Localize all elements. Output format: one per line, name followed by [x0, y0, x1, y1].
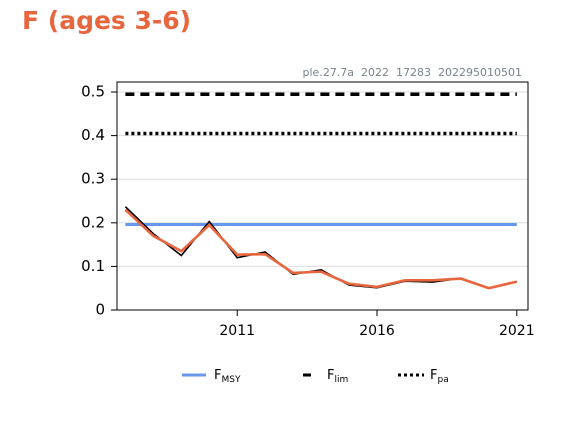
legend-item: FMSY — [182, 368, 241, 385]
legend-label-main: F — [327, 368, 334, 383]
x-tick-label: 2016 — [359, 323, 395, 339]
x-tick-label: 2021 — [499, 323, 535, 339]
legend-label-main: F — [214, 368, 221, 383]
legend-label: FMSY — [214, 368, 241, 385]
legend-label-sub: MSY — [221, 375, 240, 385]
y-tick-label: 0.5 — [81, 83, 105, 101]
y-tick-label: 0.3 — [81, 170, 105, 188]
legend-label-sub: pa — [437, 375, 448, 385]
legend-label: Fpa — [430, 368, 449, 385]
x-tick-label: 2011 — [219, 323, 255, 339]
legend-item: Flim — [303, 368, 348, 385]
legend-label-main: F — [430, 368, 437, 383]
y-tick-label: 0.1 — [81, 257, 105, 275]
legend-item: Fpa — [398, 368, 449, 385]
data-line — [124, 208, 518, 290]
chart-title: F (ages 3-6) — [22, 6, 191, 35]
y-tick-label: 0.2 — [81, 213, 105, 231]
plot-frame — [116, 81, 529, 311]
legend-label: Flim — [327, 368, 348, 385]
legend-label-sub: lim — [334, 375, 348, 385]
chart-subtitle: ple.27.7a 2022 17283 202295010501 — [303, 66, 522, 79]
y-tick-label: 0.4 — [81, 126, 105, 144]
y-tick-label: 0 — [95, 301, 105, 319]
